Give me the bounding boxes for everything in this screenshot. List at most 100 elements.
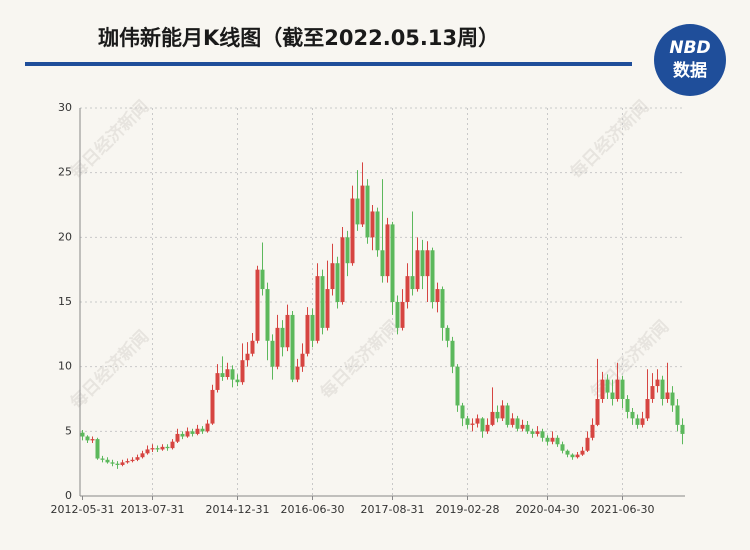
candle-body <box>660 379 665 399</box>
candle-body <box>165 446 170 449</box>
candle-body <box>90 439 95 441</box>
candle-body <box>285 314 290 348</box>
candle-body <box>185 431 190 437</box>
candle-body <box>625 399 630 412</box>
candle-body <box>435 289 440 302</box>
candle-body <box>525 424 530 432</box>
candle-body <box>475 418 480 424</box>
candle-body <box>145 449 150 454</box>
candle-body <box>440 289 445 328</box>
candle-body <box>460 405 465 419</box>
candle-body <box>390 224 395 302</box>
candle-body <box>400 302 405 328</box>
candle-body <box>450 340 455 367</box>
candle-body <box>225 369 230 378</box>
candle-body <box>330 263 335 290</box>
candle-body <box>310 314 315 341</box>
candle-body <box>410 276 415 290</box>
candle-body <box>325 289 330 328</box>
y-tick-label: 20 <box>58 230 72 243</box>
y-tick-label: 25 <box>58 166 72 179</box>
candle-body <box>260 269 265 290</box>
candle-body <box>600 379 605 399</box>
candle-body <box>345 237 350 264</box>
candle-body <box>615 379 620 399</box>
candle-body <box>640 418 645 425</box>
candle-body <box>375 211 380 251</box>
x-tick-label: 2017-08-31 <box>361 503 425 516</box>
y-tick-label: 15 <box>58 295 72 308</box>
candle-body <box>680 424 685 434</box>
candle-body <box>300 353 305 367</box>
candle-body <box>215 373 220 390</box>
candle-body <box>315 276 320 341</box>
candle-body <box>305 314 310 354</box>
candle-body <box>170 441 175 449</box>
candle-body <box>405 276 410 302</box>
candle-body <box>415 250 420 290</box>
candle-body <box>385 224 390 277</box>
candle-body <box>395 302 400 328</box>
candle-body <box>110 462 115 464</box>
candle-body <box>235 379 240 383</box>
candle-body <box>610 392 615 399</box>
candle-body <box>650 386 655 399</box>
candle-body <box>675 405 680 425</box>
candle-body <box>515 418 520 429</box>
candle-body <box>565 450 570 455</box>
title-rule <box>25 62 632 66</box>
candle-body <box>320 276 325 328</box>
candle-body <box>485 424 490 432</box>
candle-body <box>335 263 340 302</box>
x-tick-label: 2020-04-30 <box>516 503 580 516</box>
candle-body <box>175 433 180 442</box>
logo-top: NBD <box>669 38 710 58</box>
candle-body <box>420 250 425 277</box>
candle-body <box>95 439 100 459</box>
candle-body <box>340 237 345 302</box>
candle-body <box>430 250 435 302</box>
y-tick-label: 0 <box>65 489 72 502</box>
y-tick-label: 30 <box>58 101 72 114</box>
candle-body <box>295 366 300 380</box>
candle-body <box>80 432 85 437</box>
candle-body <box>140 453 145 458</box>
logo-bottom: 数据 <box>673 60 707 81</box>
candle-body <box>670 392 675 406</box>
candle-body <box>470 423 475 425</box>
x-tick-label: 2013-07-31 <box>121 503 185 516</box>
candle-body <box>635 418 640 425</box>
candle-body <box>195 428 200 434</box>
candle-body <box>355 198 360 225</box>
candle-body <box>505 405 510 425</box>
candle-body <box>665 392 670 399</box>
candle-body <box>620 379 625 399</box>
candle-body <box>240 360 245 383</box>
candle-body <box>100 458 105 460</box>
logo <box>654 24 726 96</box>
candle-body <box>425 250 430 277</box>
x-tick-label: 2012-05-31 <box>51 503 115 516</box>
y-tick-label: 5 <box>65 424 72 437</box>
candle-body <box>370 211 375 238</box>
chart-title: 珈伟新能月K线图（截至2022.05.13周） <box>98 26 499 50</box>
candle-body <box>550 437 555 442</box>
candle-body <box>645 399 650 419</box>
candle-body <box>560 444 565 451</box>
candle-body <box>500 405 505 419</box>
x-tick-label: 2019-02-28 <box>436 503 500 516</box>
candle-body <box>540 431 545 438</box>
candle-body <box>230 369 235 380</box>
candle-body <box>350 198 355 264</box>
candle-body <box>160 446 165 450</box>
candle-body <box>290 314 295 380</box>
candle-body <box>380 250 385 277</box>
candle-body <box>360 185 365 225</box>
candle-body <box>520 424 525 429</box>
candle-body <box>205 423 210 432</box>
candle-body <box>465 418 470 425</box>
candle-body <box>200 428 205 432</box>
candle-body <box>210 389 215 424</box>
